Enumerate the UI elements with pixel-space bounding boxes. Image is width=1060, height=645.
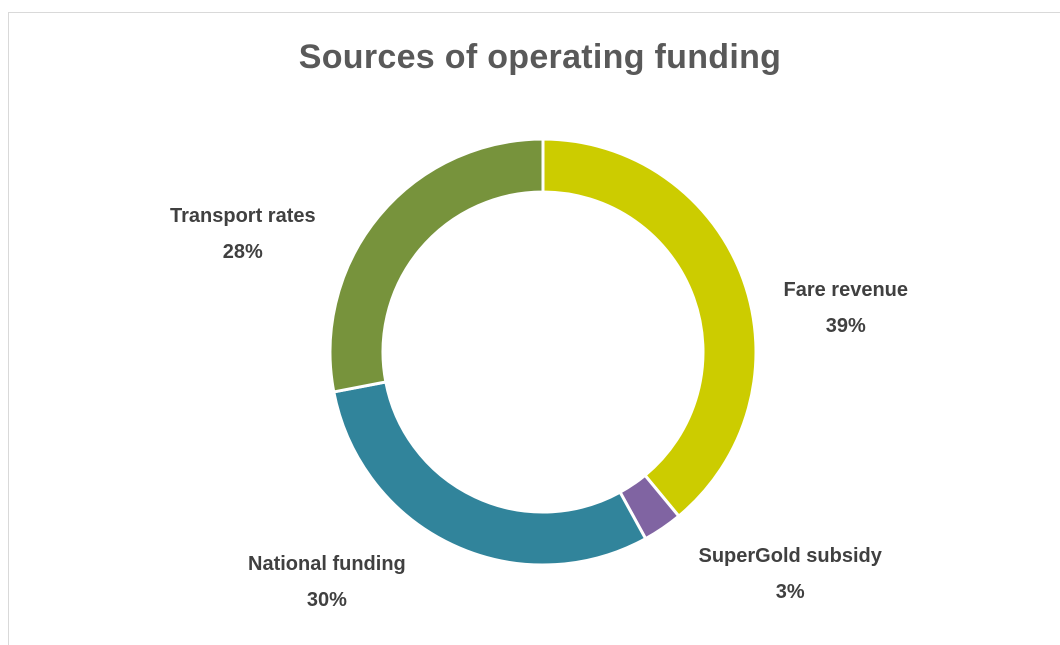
data-label-national-funding: National funding 30%	[248, 546, 406, 618]
data-label-category: SuperGold subsidy	[698, 545, 882, 567]
data-label-supergold-subsidy: SuperGold subsidy 3%	[699, 538, 882, 610]
data-label-category: National funding	[248, 553, 406, 575]
data-label-value: 30%	[306, 589, 347, 611]
data-label-fare-revenue: Fare revenue 39%	[784, 272, 909, 344]
donut-slice-fare-revenue	[541, 137, 758, 519]
data-label-value: 39%	[825, 315, 866, 337]
data-label-transport-rates: Transport rates 28%	[170, 198, 316, 270]
data-label-category: Fare revenue	[783, 279, 909, 301]
chart-title: Sources of operating funding	[298, 38, 782, 76]
donut-slice-national-funding	[332, 380, 648, 567]
data-label-value: 3%	[775, 581, 805, 603]
data-label-value: 28%	[222, 241, 263, 263]
data-label-category: Transport rates	[170, 205, 316, 227]
donut-slice-transport-rates	[328, 137, 545, 394]
